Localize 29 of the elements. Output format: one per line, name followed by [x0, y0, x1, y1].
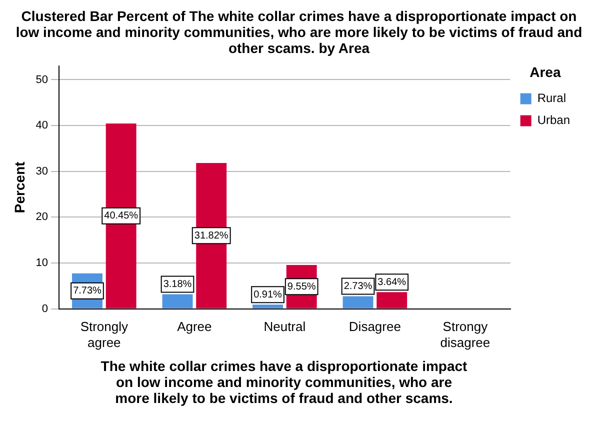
data-label: 3.18%	[163, 278, 192, 290]
x-tick-label: Agree	[177, 319, 212, 334]
data-label: 9.55%	[287, 281, 316, 292]
bar	[252, 304, 283, 308]
x-tick-label: Disagree	[348, 319, 401, 334]
y-tick-label: 0	[42, 302, 48, 315]
data-label: 0.91%	[254, 289, 282, 300]
legend-label: Urban	[537, 113, 570, 128]
data-label: 3.64%	[378, 276, 406, 288]
y-tick-label: 10	[36, 257, 48, 270]
x-tick-label: Strongy disagree	[440, 319, 490, 350]
x-tick-label: Strongly agree	[80, 319, 128, 350]
data-label: 2.73%	[344, 281, 372, 292]
bar	[376, 292, 408, 308]
y-tick-label: 40	[36, 120, 48, 132]
data-label: 7.73%	[73, 286, 102, 297]
bar	[162, 294, 193, 308]
y-axis-title: Percent	[11, 161, 28, 214]
chart-title: Clustered Bar Percent of The white collar crimes have a disproportionate impact on low income and minority communities, who are more likely to be victims of fraud and other scams. by Area	[14, 8, 584, 56]
y-tick-label: 20	[36, 211, 48, 224]
bar	[342, 296, 374, 308]
x-tick-label: Neutral	[264, 319, 306, 334]
data-label: 40.45%	[104, 210, 138, 222]
x-axis-title: The white collar crimes have a disproportionate impact on low income and minority communities, who are more likely to be victims of fraud and other scams.	[100, 358, 468, 406]
legend-label: Rural	[537, 91, 566, 106]
legend-title: Area	[530, 64, 561, 80]
data-label: 31.82%	[194, 230, 228, 242]
y-tick-label: 30	[36, 165, 48, 178]
y-tick-label: 50	[36, 74, 48, 86]
